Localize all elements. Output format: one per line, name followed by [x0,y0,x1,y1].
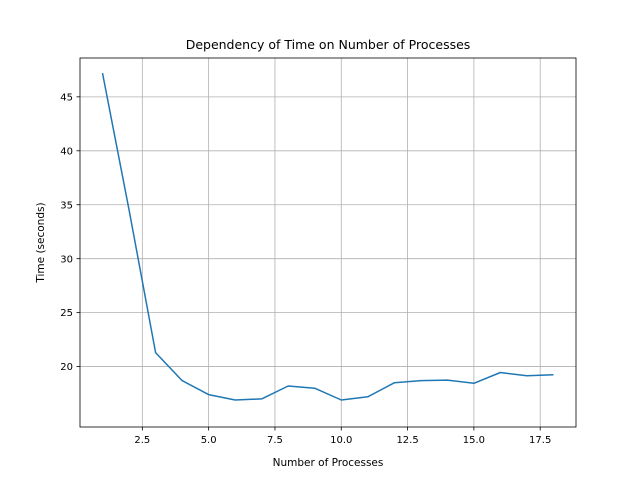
x-tick-label: 5.0 [201,435,217,446]
y-tick-label: 35 [60,200,73,211]
x-tick-label: 12.5 [396,435,418,446]
y-tick-label: 25 [60,308,73,319]
y-axis-label: Time (seconds) [35,202,47,283]
y-tick-label: 45 [60,92,73,103]
y-tick-label: 20 [60,362,73,373]
x-axis-label: Number of Processes [273,457,384,469]
series-line [101,72,554,401]
x-axis-ticks: 2.5 5.0 7.5 10.0 12.5 15.0 17.5 [134,427,551,446]
x-tick-label: 15.0 [463,435,485,446]
x-tick-label: 17.5 [529,435,551,446]
plot-series [101,72,554,401]
y-axis-ticks: 20 25 30 35 40 45 [60,92,80,373]
grid-lines [80,58,576,427]
x-tick-label: 7.5 [267,435,283,446]
y-tick-label: 40 [60,146,73,157]
plot-frame [79,57,577,428]
x-tick-label: 10.0 [330,435,352,446]
x-tick-label: 2.5 [134,435,150,446]
y-tick-label: 30 [60,254,73,265]
chart-title: Dependency of Time on Number of Processe… [186,37,471,52]
